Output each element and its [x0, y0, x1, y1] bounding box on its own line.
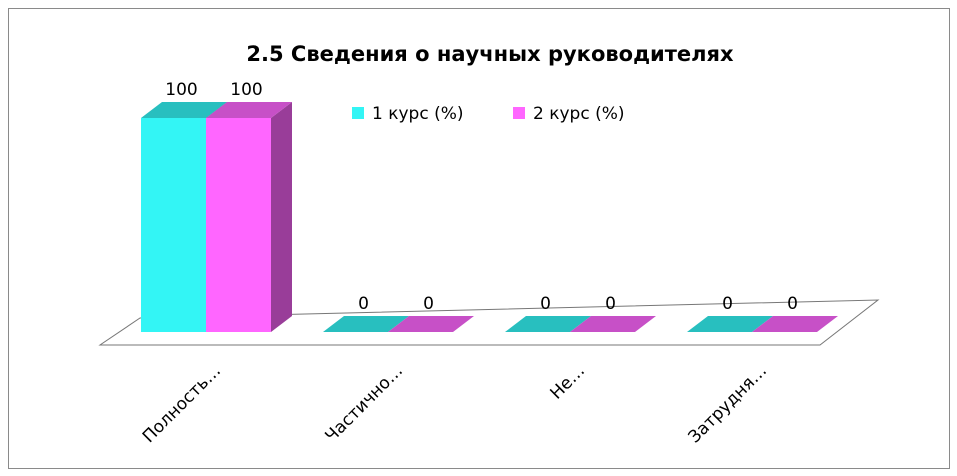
legend-swatch	[352, 107, 364, 119]
data-label: 0	[358, 294, 369, 314]
legend-label: 2 курс (%)	[533, 104, 625, 124]
bar-top	[570, 316, 656, 332]
chart-title: 2.5 Сведения о научных руководителях	[246, 42, 734, 66]
bar-top	[388, 316, 474, 332]
bar	[206, 102, 292, 332]
bar	[687, 316, 773, 332]
bar-top	[687, 316, 773, 332]
bar-top	[752, 316, 838, 332]
legend-swatch	[513, 107, 525, 119]
bar-top	[206, 102, 292, 118]
floor	[98, 299, 880, 346]
bar-side	[271, 102, 292, 332]
bar-top	[141, 102, 227, 118]
legend-label: 1 курс (%)	[372, 104, 464, 124]
bar	[323, 316, 409, 332]
data-label: 0	[605, 294, 616, 314]
bar	[752, 316, 838, 332]
bar	[570, 316, 656, 332]
data-label: 0	[540, 294, 551, 314]
data-label: 100	[165, 80, 197, 100]
data-label: 100	[230, 80, 262, 100]
data-label: 0	[423, 294, 434, 314]
bar-top	[505, 316, 591, 332]
bar	[141, 102, 227, 332]
data-label: 0	[787, 294, 798, 314]
data-label: 0	[722, 294, 733, 314]
bar-front	[206, 118, 271, 332]
bar-top	[323, 316, 409, 332]
bar-front	[141, 118, 206, 332]
bar	[505, 316, 591, 332]
bar	[388, 316, 474, 332]
